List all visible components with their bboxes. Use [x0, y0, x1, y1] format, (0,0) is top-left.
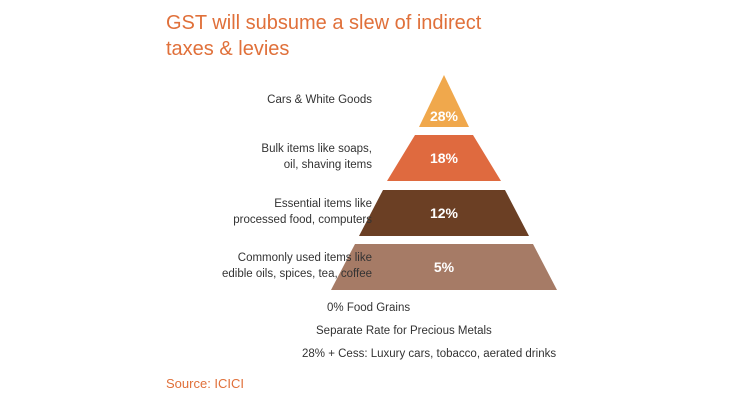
tier-label-bulk-items: Bulk items like soaps, oil, shaving item…	[261, 141, 372, 173]
title-line-1: GST will subsume a slew of indirect	[166, 12, 482, 34]
tier-rate-12: 12%	[430, 205, 459, 221]
tier-label-line: processed food, computers	[233, 214, 372, 226]
tier-label-line: Commonly used items like	[237, 252, 372, 264]
tier-rate-28: 28%	[430, 108, 459, 124]
tier-shape-28	[419, 75, 469, 127]
tier-rate-5: 5%	[434, 259, 455, 275]
tier-rate-18: 18%	[430, 150, 459, 166]
title: GST will subsume a slew of indirect taxe…	[166, 10, 586, 62]
tier-label-line: Bulk items like soaps,	[261, 143, 372, 155]
note-precious-metals: Separate Rate for Precious Metals	[316, 325, 492, 337]
tier-shape-18	[387, 135, 501, 181]
tier-shape-5	[331, 244, 557, 290]
tier-label-line: oil, shaving items	[283, 159, 372, 171]
title-line-2: taxes & levies	[166, 38, 290, 60]
note-food-grains: 0% Food Grains	[327, 302, 411, 314]
tier-shape-12	[359, 190, 529, 236]
tier-label-line: Essential items like	[274, 198, 372, 210]
tier-label-line: Cars & White Goods	[267, 94, 372, 106]
note-luxury-cess: 28% + Cess: Luxury cars, tobacco, aerate…	[302, 348, 557, 360]
source-credit: Source: ICICI	[166, 376, 245, 391]
tier-label-cars: Cars & White Goods	[267, 92, 372, 108]
tier-label-line: edible oils, spices, tea, coffee	[221, 268, 372, 280]
tier-label-common-items: Commonly used items like edible oils, sp…	[222, 250, 372, 282]
tier-label-essential-items: Essential items like processed food, com…	[233, 196, 372, 228]
